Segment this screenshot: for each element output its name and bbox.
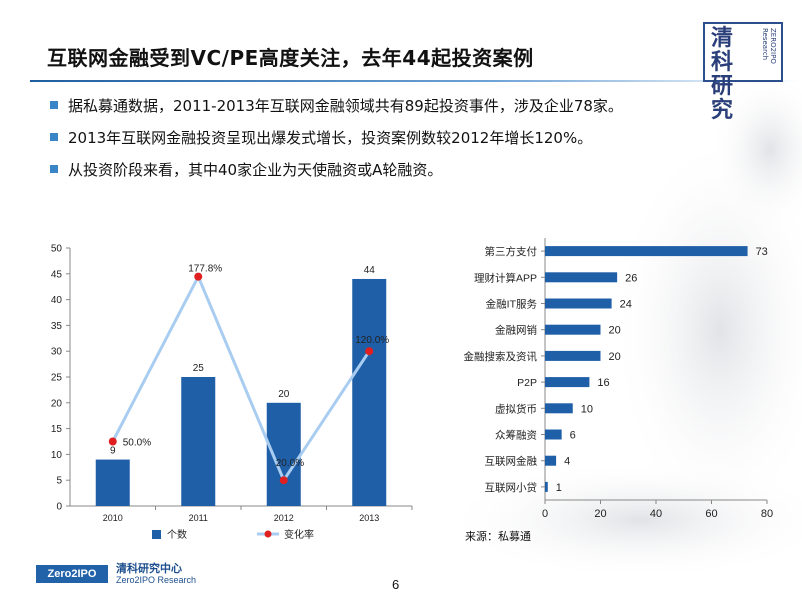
- x-tick-label: 2011: [189, 513, 208, 523]
- x-tick-label: 2013: [359, 513, 379, 523]
- y-tick-label: 20: [51, 398, 63, 409]
- hbar-value-label: 6: [570, 430, 576, 442]
- line-point-2010: [108, 437, 117, 446]
- hbar-value-label: 26: [625, 272, 637, 284]
- bar-value-label: 25: [193, 363, 205, 374]
- line-value-label: 20.0%: [276, 458, 304, 469]
- line-point-2013: [365, 347, 374, 356]
- category-label: 虚拟货币: [495, 402, 537, 415]
- legend-bar-swatch: [152, 530, 161, 539]
- y-tick-label: 40: [51, 295, 63, 306]
- bullet-square-icon: [50, 101, 58, 109]
- x-tick-label: 40: [650, 508, 662, 520]
- line-value-label: 177.8%: [188, 264, 222, 275]
- line-point-2011: [194, 272, 203, 281]
- bullet-text: 2013年互联网金融投资呈现出爆发式增长，投资案例数较2012年增长120%。: [68, 129, 593, 147]
- y-tick-label: 0: [56, 502, 62, 513]
- hbar-0: [545, 246, 748, 257]
- footer-org-english: Zero2IPO Research: [116, 575, 197, 585]
- bar-value-label: 9: [110, 446, 116, 457]
- bar-value-label: 20: [278, 389, 290, 400]
- x-tick-label: 2012: [274, 513, 294, 523]
- line-value-label: 50.0%: [123, 438, 151, 449]
- y-tick-label: 25: [51, 373, 63, 384]
- x-tick-label: 60: [705, 508, 717, 520]
- category-label: 金融网销: [495, 324, 537, 337]
- line-point-2012: [279, 476, 288, 485]
- hbar-3: [545, 324, 601, 335]
- hbar-value-label: 73: [756, 246, 768, 258]
- category-label: P2P: [517, 377, 537, 389]
- page-number: 6: [392, 577, 400, 592]
- zero2ipo-logo: Zero2IPO: [36, 565, 108, 583]
- bullet-square-icon: [50, 165, 58, 173]
- x-tick-label: 0: [542, 508, 548, 520]
- y-tick-label: 50: [51, 244, 63, 255]
- slide-title: 互联网金融受到VC/PE高度关注，去年44起投资案例: [47, 46, 534, 70]
- hbar-1: [545, 272, 618, 283]
- y-tick-label: 10: [51, 450, 63, 461]
- chart-source: 来源：私募通: [465, 530, 531, 543]
- bar-2013: [352, 278, 387, 506]
- bar-2011: [181, 377, 216, 506]
- hbar-value-label: 20: [609, 351, 621, 363]
- bullet-text: 从投资阶段来看，其中40家企业为天使融资或A轮融资。: [68, 161, 443, 179]
- logo-chinese-text: 清科研究: [711, 25, 734, 123]
- category-label: 互联网小贷: [485, 481, 538, 494]
- legend-line-marker: [264, 530, 272, 538]
- y-tick-label: 5: [56, 476, 62, 487]
- hbar-9: [545, 481, 548, 492]
- bar-2010: [95, 459, 130, 506]
- hbar-value-label: 16: [597, 377, 609, 389]
- hbar-8: [545, 455, 557, 466]
- hbar-4: [545, 350, 601, 361]
- hbar-value-label: 1: [556, 482, 562, 494]
- hbar-value-label: 24: [620, 299, 632, 311]
- hbar-6: [545, 403, 573, 414]
- category-label: 互联网金融: [485, 455, 538, 468]
- title-divider: [30, 80, 802, 82]
- line-value-label: 120.0%: [355, 335, 389, 346]
- legend-bar-label: 个数: [167, 528, 187, 541]
- y-tick-label: 30: [51, 347, 63, 358]
- logo-english-text: ZERO2IPO Research: [761, 28, 777, 64]
- hbar-value-label: 20: [609, 325, 621, 337]
- hbar-2: [545, 298, 612, 309]
- x-tick-label: 2010: [103, 513, 123, 523]
- y-tick-label: 45: [51, 269, 63, 280]
- category-label: 理财计算APP: [474, 271, 537, 284]
- bullet-text: 据私募通数据，2011-2013年互联网金融领域共有89起投资事件，涉及企业78…: [68, 97, 623, 115]
- legend-line-label: 变化率: [284, 528, 314, 541]
- y-tick-label: 15: [51, 424, 63, 435]
- category-label: 第三方支付: [485, 245, 538, 258]
- x-tick-label: 20: [594, 508, 606, 520]
- category-label: 众筹融资: [495, 429, 537, 442]
- tsing-research-logo: 清科研究 ZERO2IPO Research: [703, 22, 783, 122]
- footer-org-name: 清科研究中心: [116, 562, 182, 575]
- series-line-change-rate: [111, 273, 371, 484]
- hbar-7: [545, 429, 562, 440]
- hbar-5: [545, 377, 590, 388]
- bar-value-label: 44: [364, 265, 376, 276]
- category-label: 金融搜索及资讯: [464, 350, 538, 363]
- hbar-value-label: 10: [581, 403, 593, 415]
- x-tick-label: 80: [761, 508, 773, 520]
- y-tick-label: 35: [51, 321, 63, 332]
- hbar-value-label: 4: [564, 456, 570, 468]
- category-label: 金融IT服务: [486, 298, 538, 311]
- bullet-square-icon: [50, 133, 58, 141]
